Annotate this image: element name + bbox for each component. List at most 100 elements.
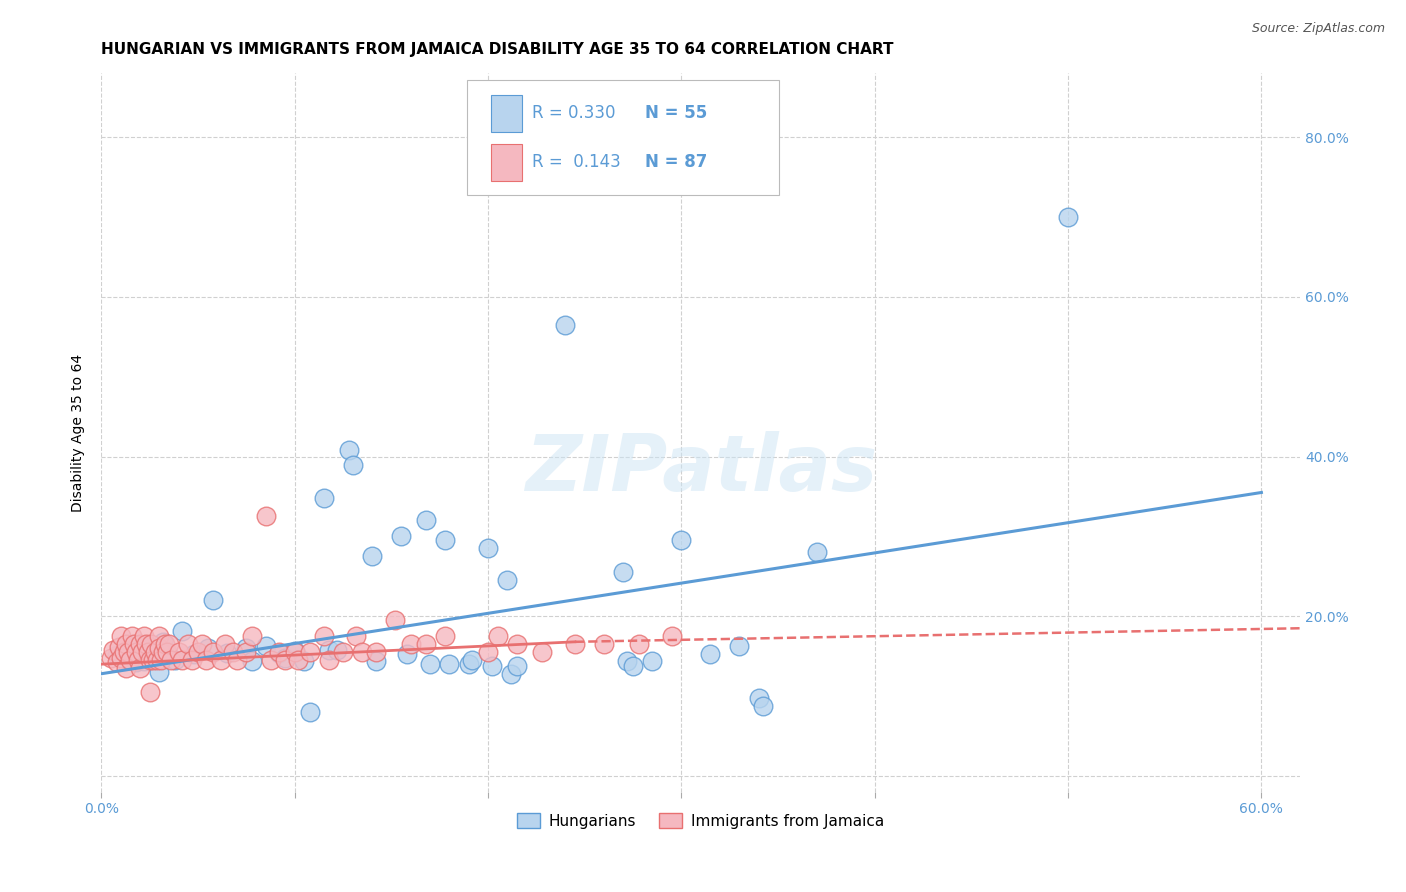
- Point: [146, 653, 169, 667]
- Point: [274, 653, 297, 667]
- Point: [112, 650, 135, 665]
- Point: [112, 645, 135, 659]
- Point: [209, 653, 232, 667]
- Point: [125, 645, 148, 659]
- Point: [191, 637, 214, 651]
- Point: [312, 491, 335, 505]
- Point: [132, 654, 155, 668]
- Point: [197, 641, 219, 656]
- Point: [312, 629, 335, 643]
- Point: [138, 641, 160, 656]
- Point: [202, 593, 225, 607]
- Point: [143, 645, 166, 659]
- Point: [167, 645, 190, 659]
- Point: [806, 545, 828, 559]
- Point: [434, 629, 457, 643]
- Point: [434, 533, 457, 548]
- Text: ZIPatlas: ZIPatlas: [524, 431, 877, 507]
- Point: [415, 637, 437, 651]
- Point: [318, 653, 340, 667]
- Point: [389, 529, 412, 543]
- Point: [148, 629, 170, 643]
- Text: HUNGARIAN VS IMMIGRANTS FROM JAMAICA DISABILITY AGE 35 TO 64 CORRELATION CHART: HUNGARIAN VS IMMIGRANTS FROM JAMAICA DIS…: [101, 42, 894, 57]
- Point: [135, 637, 157, 651]
- Point: [612, 566, 634, 580]
- Point: [172, 653, 194, 667]
- Point: [138, 653, 160, 667]
- Point: [481, 658, 503, 673]
- Point: [235, 645, 257, 659]
- Point: [121, 644, 143, 658]
- Point: [138, 685, 160, 699]
- Point: [477, 645, 499, 659]
- Point: [364, 645, 387, 659]
- Point: [486, 629, 509, 643]
- Point: [177, 637, 200, 651]
- Point: [100, 650, 122, 665]
- Point: [287, 653, 309, 667]
- Point: [627, 637, 650, 651]
- Point: [187, 645, 209, 659]
- Point: [156, 645, 179, 659]
- Point: [163, 653, 186, 667]
- Point: [153, 637, 176, 651]
- Point: [240, 629, 263, 643]
- Point: [115, 637, 138, 651]
- Point: [128, 661, 150, 675]
- Point: [101, 642, 124, 657]
- Point: [457, 657, 479, 672]
- Point: [299, 705, 322, 719]
- Point: [141, 637, 163, 651]
- Text: R = 0.330: R = 0.330: [531, 104, 614, 122]
- Point: [260, 653, 283, 667]
- Point: [641, 654, 664, 668]
- FancyBboxPatch shape: [491, 144, 522, 181]
- Point: [364, 654, 387, 668]
- Point: [110, 650, 132, 665]
- Point: [748, 690, 770, 705]
- Point: [593, 637, 616, 651]
- Point: [554, 318, 576, 332]
- Point: [142, 653, 165, 667]
- Text: N = 87: N = 87: [645, 153, 707, 171]
- Point: [214, 637, 236, 651]
- Point: [132, 629, 155, 643]
- Point: [419, 657, 441, 672]
- Point: [107, 640, 129, 654]
- Point: [384, 613, 406, 627]
- Point: [150, 653, 173, 667]
- Point: [1057, 210, 1080, 224]
- Point: [395, 647, 418, 661]
- Point: [326, 642, 349, 657]
- Point: [202, 645, 225, 659]
- Point: [215, 646, 238, 660]
- Point: [110, 629, 132, 643]
- Point: [254, 639, 277, 653]
- Point: [254, 509, 277, 524]
- Point: [399, 637, 422, 651]
- Point: [159, 653, 181, 667]
- Point: [501, 666, 523, 681]
- Point: [477, 541, 499, 556]
- Point: [346, 629, 368, 643]
- Point: [183, 647, 205, 661]
- Point: [506, 637, 529, 651]
- Point: [120, 653, 142, 667]
- Point: [105, 655, 128, 669]
- Point: [461, 653, 484, 667]
- Point: [194, 653, 217, 667]
- Point: [222, 645, 245, 659]
- Point: [621, 658, 644, 673]
- Y-axis label: Disability Age 35 to 64: Disability Age 35 to 64: [72, 353, 86, 512]
- Text: Source: ZipAtlas.com: Source: ZipAtlas.com: [1251, 22, 1385, 36]
- Point: [172, 624, 194, 638]
- Point: [115, 661, 138, 675]
- Point: [728, 639, 751, 653]
- Point: [299, 645, 322, 659]
- Point: [284, 644, 307, 658]
- Point: [125, 655, 148, 669]
- Point: [699, 647, 721, 661]
- Point: [361, 549, 384, 564]
- Point: [225, 653, 247, 667]
- Point: [105, 648, 128, 662]
